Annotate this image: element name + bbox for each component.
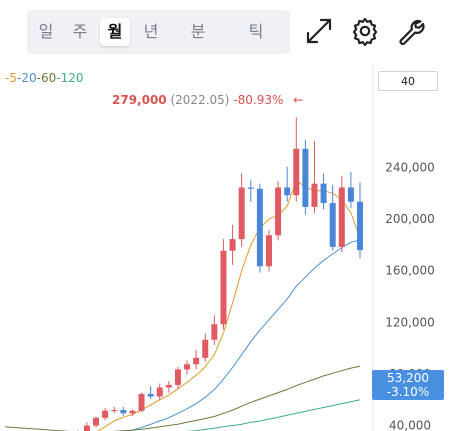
y-tick-label: 120,000 xyxy=(385,315,435,329)
candle-body xyxy=(293,148,300,196)
candle-body xyxy=(147,393,154,397)
candle-body xyxy=(83,425,90,431)
candle xyxy=(129,409,136,416)
candle-body xyxy=(211,324,218,340)
candle-body xyxy=(174,369,181,385)
candle-body xyxy=(357,201,363,251)
candle xyxy=(357,182,363,259)
tab-day[interactable]: 일 xyxy=(38,22,54,41)
candle-body xyxy=(302,148,309,207)
candle-body xyxy=(165,384,172,388)
ma-legend: -5-20-60-120 xyxy=(5,71,83,85)
candle xyxy=(120,406,127,416)
y-tick-label: 200,000 xyxy=(385,212,435,226)
candle-body xyxy=(256,188,263,267)
ma-120-legend: -120 xyxy=(56,71,84,85)
ma-5-line xyxy=(96,179,361,431)
candle xyxy=(147,386,154,400)
ma-120-line xyxy=(185,399,361,431)
y-tick-label: 40,000 xyxy=(389,419,431,431)
current-price-badge: 53,200 -3.10% xyxy=(372,370,444,400)
candle-body xyxy=(238,187,245,240)
candle-body xyxy=(347,187,354,202)
candle-body xyxy=(120,410,127,414)
peak-arrow: ← xyxy=(293,93,304,107)
peak-annotation: 279,000 (2022.05) -80.93% ← xyxy=(112,93,303,107)
candle xyxy=(102,408,109,421)
candle xyxy=(138,392,145,413)
gear-icon[interactable] xyxy=(350,16,380,47)
candle xyxy=(165,381,172,393)
candle xyxy=(275,181,282,241)
candle xyxy=(293,117,300,202)
candle xyxy=(202,333,209,362)
candle-count-input[interactable]: 40 xyxy=(378,71,438,91)
peak-date: (2022.05) xyxy=(170,93,230,107)
peak-change: -80.93% xyxy=(233,93,284,107)
candle xyxy=(338,175,345,253)
candle xyxy=(329,184,336,251)
candle xyxy=(174,366,181,389)
candle xyxy=(302,139,309,215)
candle-body xyxy=(220,250,227,325)
current-price: 53,200 xyxy=(387,371,429,385)
current-change: -3.10% xyxy=(386,385,430,399)
candle xyxy=(229,224,236,265)
candle xyxy=(247,179,254,202)
candle-body xyxy=(202,339,209,358)
ma-60-line xyxy=(4,365,361,431)
candle-body xyxy=(338,187,345,247)
ma-5-legend: -5 xyxy=(5,71,17,85)
tab-month[interactable]: 월 xyxy=(100,18,130,46)
candle-body xyxy=(111,410,118,412)
candle xyxy=(111,406,118,414)
peak-price: 279,000 xyxy=(112,93,167,107)
candle-body xyxy=(138,393,145,411)
candle xyxy=(320,173,327,210)
tab-year[interactable]: 년 xyxy=(143,22,159,41)
candle xyxy=(347,172,354,209)
candle xyxy=(211,315,218,345)
wrench-icon[interactable] xyxy=(396,16,426,46)
candle-body xyxy=(275,187,282,236)
candle xyxy=(184,360,191,375)
y-tick-label: 160,000 xyxy=(385,264,435,278)
candle xyxy=(83,422,90,431)
candle-body xyxy=(184,364,191,370)
candle-body xyxy=(265,235,272,267)
candle-body xyxy=(229,239,236,251)
candle-body xyxy=(102,410,109,418)
candle-body xyxy=(329,202,336,247)
tab-minute[interactable]: 분 xyxy=(190,22,206,41)
ma-60-legend: -60 xyxy=(36,71,57,85)
candle xyxy=(265,230,272,272)
candle-body xyxy=(156,387,163,397)
period-tabs: 일 주 월 년 분 틱 xyxy=(27,10,290,54)
y-tick-label: 240,000 xyxy=(385,161,435,175)
candle xyxy=(93,416,100,428)
candle xyxy=(284,166,291,202)
candle-body xyxy=(311,183,318,207)
candle-body xyxy=(193,357,200,365)
candle-body xyxy=(284,187,291,196)
candle xyxy=(238,173,245,247)
candle-body xyxy=(247,187,254,189)
candle xyxy=(156,383,163,401)
ma-20-legend: -20 xyxy=(16,71,37,85)
tab-tick[interactable]: 틱 xyxy=(248,22,264,41)
candle xyxy=(220,239,227,330)
candle-body xyxy=(93,417,100,426)
candle xyxy=(193,350,200,370)
candle xyxy=(256,183,263,273)
expand-icon[interactable] xyxy=(304,16,334,46)
tab-week[interactable]: 주 xyxy=(72,22,88,41)
candle-body xyxy=(320,183,327,203)
candle-body xyxy=(129,410,136,414)
ma-20-line xyxy=(125,239,361,431)
candle xyxy=(311,141,318,214)
